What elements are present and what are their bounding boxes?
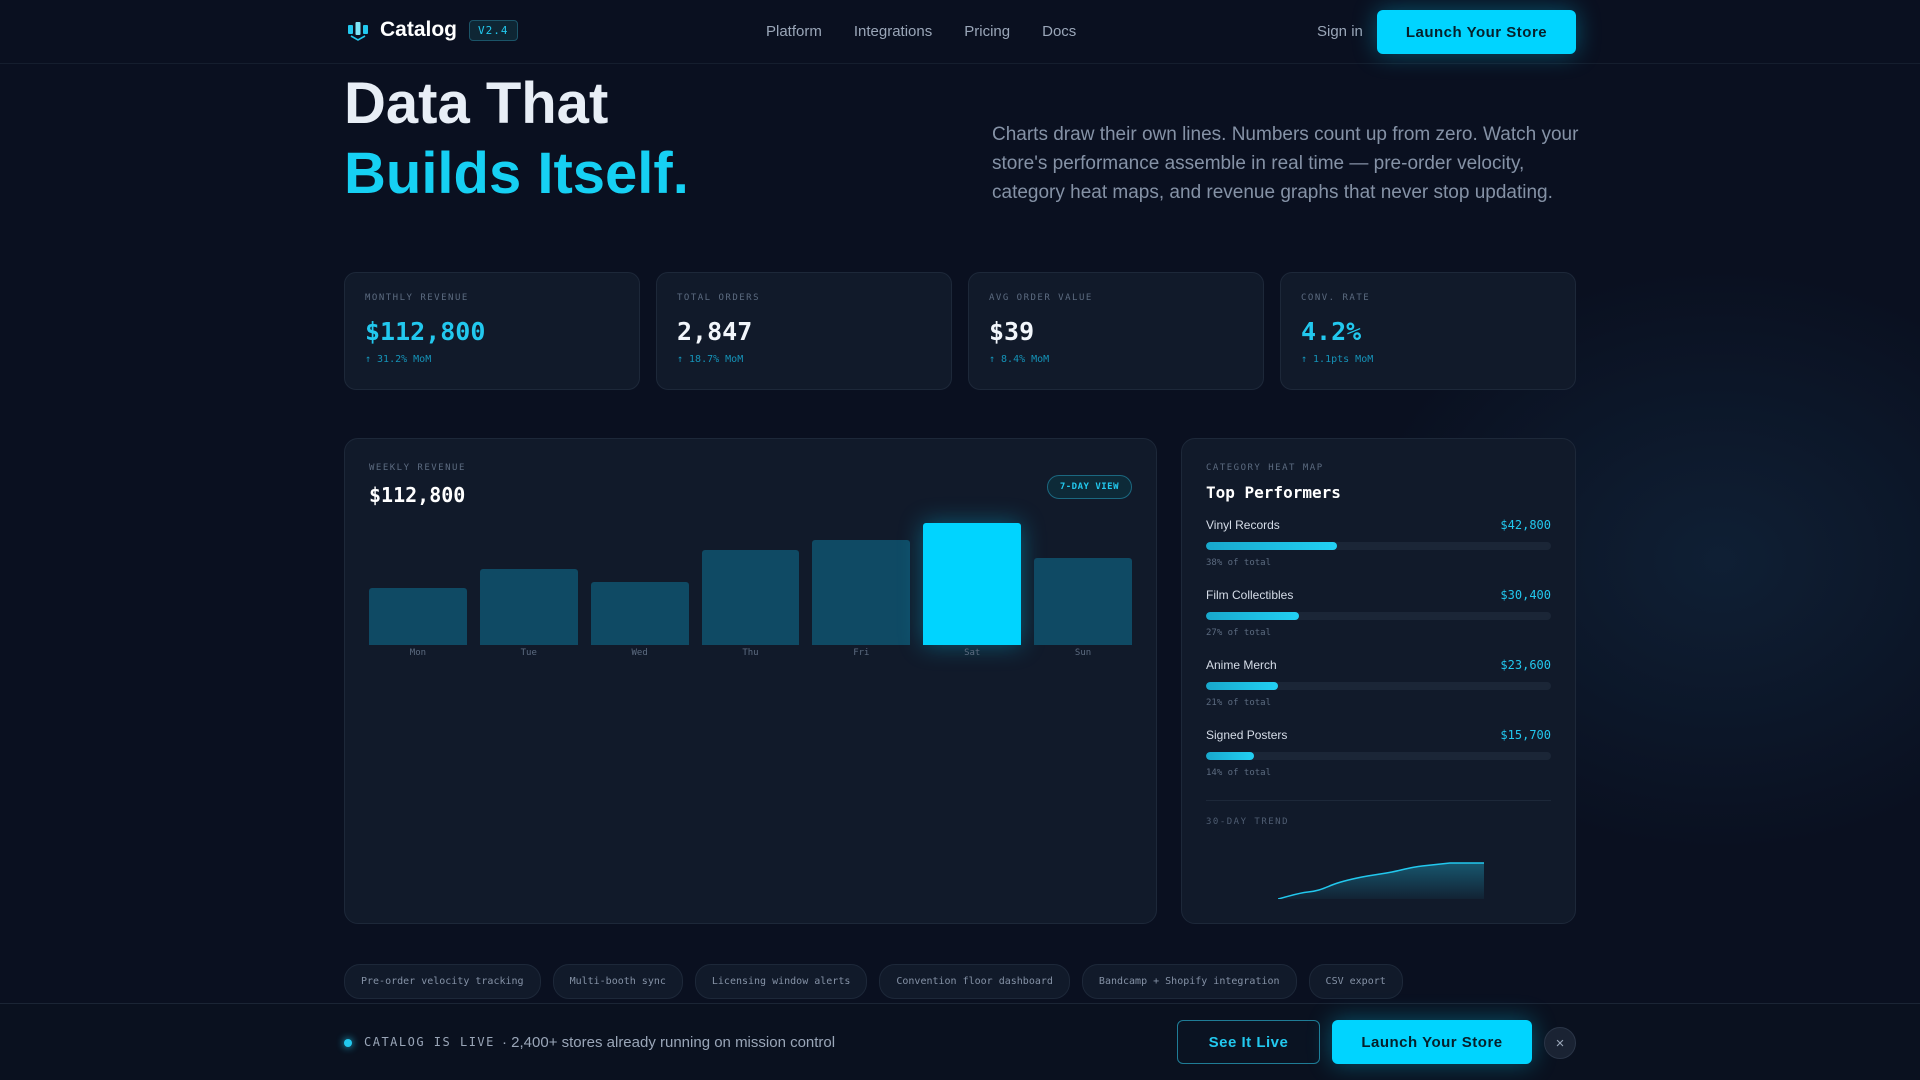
revenue-bar-chart — [369, 523, 1132, 645]
category-bar-track — [1206, 542, 1551, 550]
top-nav: Catalog V2.4 Platform Integrations Prici… — [0, 0, 1920, 64]
category-value: $23,600 — [1500, 658, 1551, 672]
category-share: 27% of total — [1206, 628, 1272, 638]
bar-wed[interactable] — [590, 581, 689, 645]
category-name: Film Collectibles — [1206, 588, 1294, 602]
brand-name: Catalog — [380, 18, 458, 41]
feature-chip[interactable]: CSV export — [1308, 964, 1403, 999]
panel-label: WEEKLY REVENUE — [369, 463, 466, 473]
stat-label: AVG ORDER VALUE — [989, 293, 1093, 303]
stat-card-monthly-revenue: MONTHLY REVENUE $112,800 ↑ 31.2% MoM — [344, 272, 640, 390]
feature-chip[interactable]: Multi-booth sync — [552, 964, 683, 999]
stat-label: CONV. RATE — [1301, 293, 1371, 303]
bar-label: Tue — [520, 648, 537, 658]
stat-label: MONTHLY REVENUE — [365, 293, 469, 303]
stat-card-total-orders: TOTAL ORDERS 2,847 ↑ 18.7% MoM — [656, 272, 952, 390]
stat-change: ↑ 8.4% MoM — [989, 354, 1050, 365]
weekly-revenue-total: $112,800 — [369, 483, 466, 507]
trend-label: 30-DAY TREND — [1206, 817, 1290, 827]
category-name: Anime Merch — [1206, 658, 1277, 672]
nav-links: Platform Integrations Pricing Docs — [766, 23, 1076, 40]
category-value: $30,400 — [1500, 588, 1551, 602]
category-bar-track — [1206, 682, 1551, 690]
category-share: 38% of total — [1206, 558, 1272, 568]
category-item[interactable]: Vinyl Records $42,800 38% of total — [1206, 516, 1551, 586]
live-label: CATALOG IS LIVE — [364, 1035, 495, 1049]
bar-fri[interactable] — [812, 540, 911, 645]
brand[interactable]: Catalog V2.4 — [346, 18, 518, 42]
trend-line — [1278, 862, 1484, 899]
stat-value: 2,847 — [677, 317, 753, 346]
trend-area — [1278, 863, 1484, 899]
feature-chip[interactable]: Bandcamp + Shopify integration — [1081, 964, 1297, 999]
category-bar-fill — [1206, 752, 1255, 760]
category-bar-track — [1206, 612, 1551, 620]
stat-change: ↑ 31.2% MoM — [365, 354, 432, 365]
feature-chip[interactable]: Licensing window alerts — [694, 964, 868, 999]
bar-thu[interactable] — [701, 549, 800, 645]
weekly-revenue-panel: WEEKLY REVENUE $112,800 7-DAY VIEW Mon Tu… — [344, 438, 1157, 924]
hero-title-accent: Builds Itself. — [344, 141, 689, 206]
feature-chip[interactable]: Convention floor dashboard — [879, 964, 1070, 999]
bar-label: Mon — [409, 648, 427, 658]
sign-in-link[interactable]: Sign in — [1317, 23, 1363, 40]
launch-store-button[interactable]: Launch Your Store — [1377, 10, 1576, 54]
category-name: Vinyl Records — [1206, 518, 1280, 532]
close-icon[interactable]: × — [1544, 1027, 1576, 1059]
category-heat-map-panel: CATEGORY HEAT MAP Top Performers Vinyl R… — [1181, 438, 1576, 924]
bar-label: Sun — [1074, 648, 1092, 658]
stat-value: 4.2% — [1301, 317, 1362, 346]
bar-mon[interactable] — [369, 587, 467, 645]
bar-label: Thu — [742, 648, 759, 658]
see-it-live-button[interactable]: See It Live — [1177, 1020, 1320, 1064]
sticky-cta-bar: CATALOG IS LIVE · 2,400+ stores already … — [0, 1003, 1920, 1080]
category-share: 21% of total — [1206, 698, 1272, 708]
nav-link-pricing[interactable]: Pricing — [964, 23, 1011, 40]
live-text: · 2,400+ stores already running on missi… — [502, 1034, 836, 1051]
stat-value: $39 — [989, 317, 1035, 346]
panel-title: Top Performers — [1206, 483, 1341, 502]
category-share: 14% of total — [1206, 768, 1272, 778]
stat-card-conv-rate: CONV. RATE 4.2% ↑ 1.1pts MoM — [1280, 272, 1576, 390]
nav-link-docs[interactable]: Docs — [1042, 23, 1077, 40]
category-item[interactable]: Anime Merch $23,600 21% of total — [1206, 656, 1551, 726]
stat-label: TOTAL ORDERS — [677, 293, 761, 303]
seven-day-view-badge[interactable]: 7-DAY VIEW — [1046, 475, 1132, 499]
bar-label: Wed — [631, 648, 648, 658]
divider — [1206, 800, 1551, 801]
nav-link-integrations[interactable]: Integrations — [853, 23, 933, 40]
trend-sparkline — [1278, 862, 1484, 899]
category-item[interactable]: Film Collectibles $30,400 27% of total — [1206, 586, 1551, 656]
bar-sat[interactable] — [923, 523, 1022, 645]
category-value: $42,800 — [1500, 518, 1551, 532]
category-value: $15,700 — [1500, 728, 1551, 742]
nav-link-platform[interactable]: Platform — [766, 23, 822, 40]
stat-change: ↑ 1.1pts MoM — [1301, 354, 1374, 365]
hero-description: Charts draw their own lines. Numbers cou… — [992, 124, 1579, 203]
category-bar-fill — [1206, 542, 1338, 550]
launch-store-button[interactable]: Launch Your Store — [1332, 1020, 1532, 1064]
stat-change: ↑ 18.7% MoM — [677, 354, 744, 365]
stat-card-avg-order-value: AVG ORDER VALUE $39 ↑ 8.4% MoM — [968, 272, 1264, 390]
category-bar-track — [1206, 752, 1551, 760]
bar-sun[interactable] — [1034, 558, 1132, 645]
category-bar-fill — [1206, 612, 1300, 620]
category-name: Signed Posters — [1206, 728, 1288, 742]
hero-title: Data That — [344, 71, 609, 136]
live-indicator-dot — [344, 1039, 352, 1047]
version-badge: V2.4 — [469, 19, 518, 41]
bar-label: Fri — [853, 648, 870, 658]
feature-chip[interactable]: Pre-order velocity tracking — [344, 964, 541, 999]
bar-label: Sat — [964, 648, 981, 658]
feature-chips: Pre-order velocity tracking Multi-booth … — [344, 964, 1403, 999]
category-list: Vinyl Records $42,800 38% of total Film … — [1206, 516, 1551, 796]
stat-value: $112,800 — [365, 317, 486, 346]
category-bar-fill — [1206, 682, 1279, 690]
panel-label: CATEGORY HEAT MAP — [1206, 463, 1324, 473]
bar-chart-x-axis: Mon Tue Wed Thu Fri Sat Sun — [369, 648, 1132, 668]
bar-tue[interactable] — [479, 569, 578, 645]
logo-icon — [348, 22, 368, 41]
category-item[interactable]: Signed Posters $15,700 14% of total — [1206, 726, 1551, 796]
